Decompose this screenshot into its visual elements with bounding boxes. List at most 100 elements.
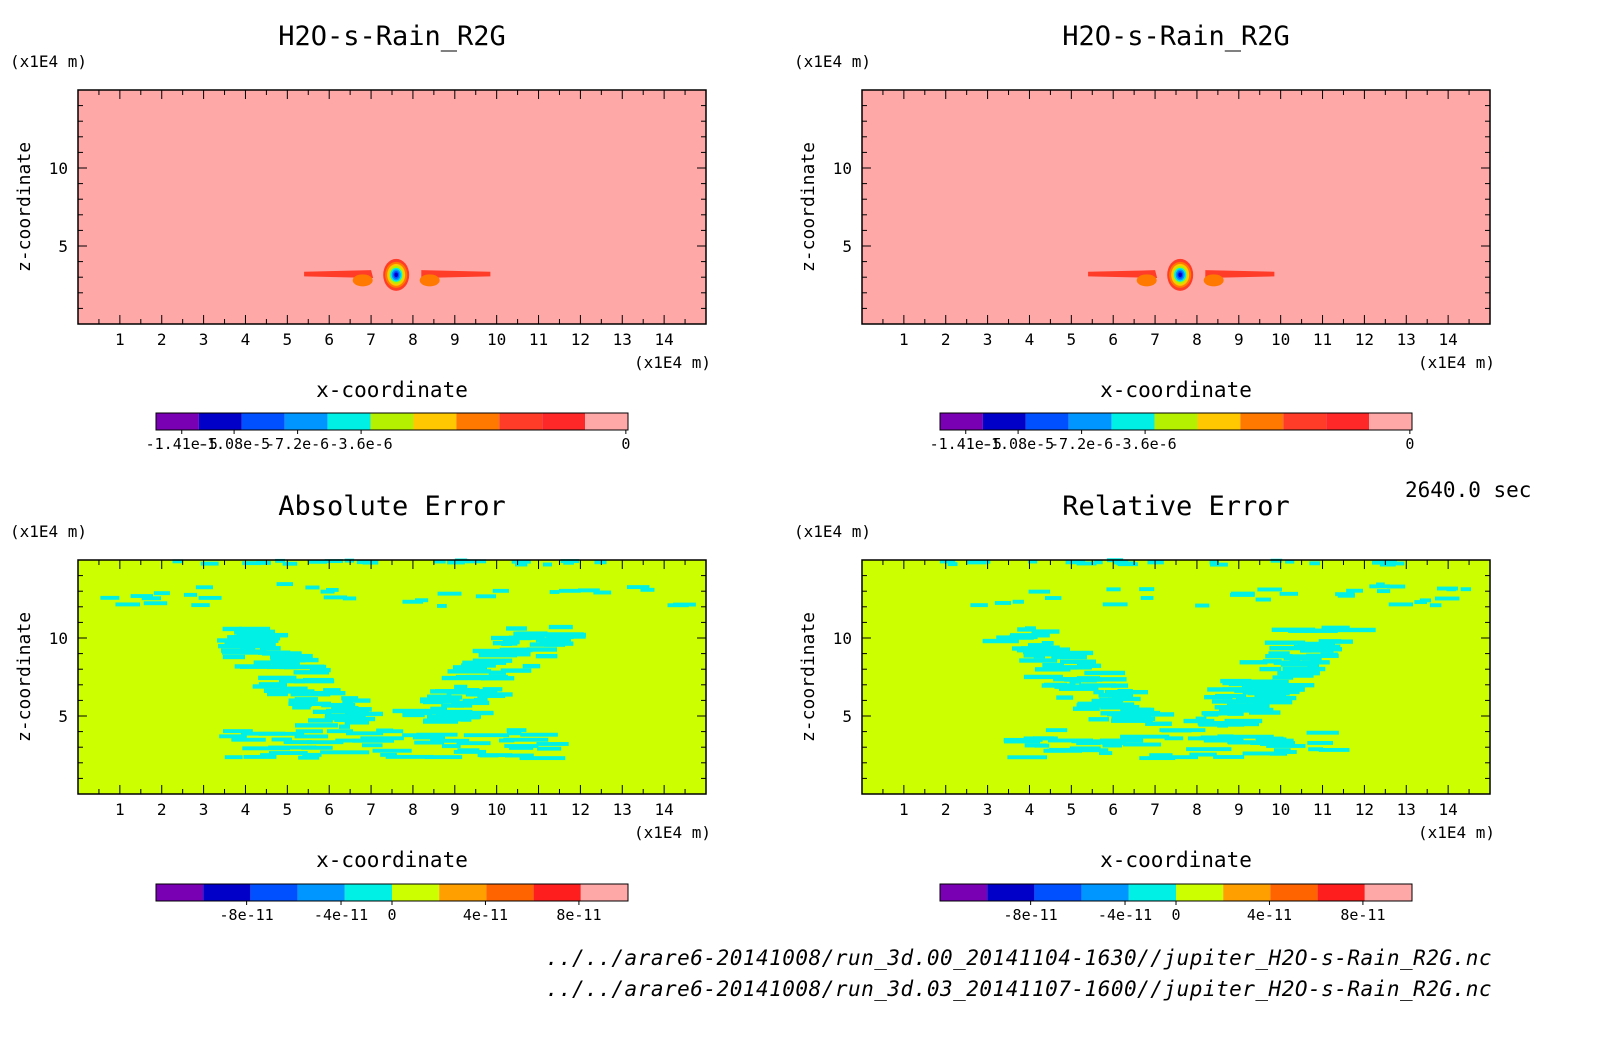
error-patch [1306, 653, 1339, 658]
footer-file-1: ../../arare6-20141008/run_3d.00_20141104… [545, 946, 1492, 970]
error-patch [130, 594, 153, 598]
error-patch [1044, 596, 1062, 600]
x-tick-label: 6 [324, 800, 334, 819]
x-unit-label: (x1E4 m) [1418, 823, 1495, 842]
colorbar-swatch [585, 413, 628, 430]
error-patch [1069, 679, 1081, 684]
error-patch [1058, 748, 1109, 753]
error-patch [1051, 647, 1071, 652]
error-patch [433, 717, 464, 722]
colorbar-tick-label: 4e-11 [463, 906, 508, 924]
error-patch [243, 629, 276, 635]
error-patch [183, 592, 198, 597]
error-patch [543, 632, 584, 637]
error-patch [1269, 645, 1302, 651]
error-patch [640, 587, 655, 592]
error-patch [1195, 603, 1210, 608]
error-patch [453, 749, 487, 754]
x-tick-label: 3 [983, 800, 993, 819]
error-patch [1346, 588, 1363, 593]
error-patch [447, 669, 492, 674]
error-patch [1204, 694, 1233, 700]
error-patch [423, 718, 439, 723]
error-patch [463, 733, 510, 738]
error-patch [243, 754, 277, 759]
y-tick-label: 10 [833, 159, 852, 178]
colorbar-swatch [327, 413, 371, 430]
error-patch [236, 631, 275, 637]
error-patch [195, 585, 213, 590]
colorbar-swatch [533, 884, 581, 901]
error-patch [1099, 738, 1144, 743]
error-patch [1086, 677, 1127, 682]
error-patch [522, 663, 541, 669]
error-patch [1280, 662, 1313, 667]
error-patch [1028, 589, 1051, 594]
error-patch [492, 588, 509, 593]
y-tick-label: 10 [833, 629, 852, 648]
error-patch [460, 666, 482, 672]
x-tick-label: 4 [241, 330, 251, 349]
colorbar: -8e-11 -4e-11 0 4e-11 8e-11 [155, 883, 629, 924]
error-patch [1197, 721, 1230, 726]
error-patch [535, 637, 571, 643]
x-tick-label: 2 [941, 800, 951, 819]
error-patch [1265, 654, 1293, 659]
error-patch [1101, 704, 1132, 709]
error-patch [1076, 561, 1097, 566]
plot-background [862, 560, 1490, 794]
anomaly-core-ring-8 [394, 272, 398, 278]
colorbar-tick-label: -1.08e-5 [982, 435, 1054, 453]
chart-panel-4: Relative Error (x1E4 m) (x1E4 m) x-coordina… [794, 491, 1495, 924]
error-patch [1094, 560, 1103, 565]
error-patch [1145, 721, 1172, 726]
error-patch [430, 706, 447, 712]
colorbar-swatch [1197, 413, 1241, 430]
x-tick-label: 1 [899, 800, 909, 819]
error-patch [1369, 584, 1390, 589]
colorbar-swatch [486, 884, 534, 901]
error-patch [349, 707, 372, 712]
x-tick-label: 11 [529, 330, 548, 349]
error-patch [1306, 730, 1339, 735]
colorbar-swatch [1283, 413, 1327, 430]
error-patch [1414, 600, 1427, 605]
colorbar-swatch [413, 413, 457, 430]
error-patch [342, 596, 357, 601]
colorbar-swatch [284, 413, 328, 430]
error-patch [454, 684, 468, 690]
error-patch [1210, 562, 1228, 567]
error-patch [414, 740, 445, 745]
chart-panel-3: Absolute Error (x1E4 m) (x1E4 m) x-coordina… [10, 491, 711, 924]
error-patch [460, 717, 472, 722]
error-patch [1300, 648, 1334, 653]
error-patch [1084, 670, 1126, 676]
error-patch [1301, 641, 1335, 647]
error-patch [1195, 716, 1207, 721]
error-patch [430, 738, 470, 743]
error-patch [1186, 747, 1232, 752]
error-patch [1386, 584, 1406, 589]
error-patch [1044, 682, 1067, 688]
error-patch [1056, 695, 1074, 700]
y-axis-label: z-coordinate [798, 142, 819, 272]
x-tick-label: 6 [1108, 800, 1118, 819]
x-tick-label: 2 [157, 330, 167, 349]
x-tick-label: 10 [1271, 330, 1290, 349]
colorbar-tick-label: 8e-11 [1340, 906, 1385, 924]
colorbar-swatch [241, 413, 285, 430]
error-patch [506, 728, 527, 733]
error-patch [308, 718, 333, 723]
error-patch [507, 731, 522, 736]
colorbar-swatch [1111, 413, 1155, 430]
error-patch [1269, 751, 1288, 756]
error-patch [412, 735, 446, 740]
error-patch [490, 649, 512, 655]
error-patch [492, 640, 505, 646]
error-patch [1033, 645, 1060, 650]
error-patch [511, 559, 531, 564]
error-patch [253, 660, 292, 665]
error-patch [1022, 649, 1057, 655]
error-patch [1042, 662, 1064, 668]
error-patch [1279, 591, 1299, 596]
